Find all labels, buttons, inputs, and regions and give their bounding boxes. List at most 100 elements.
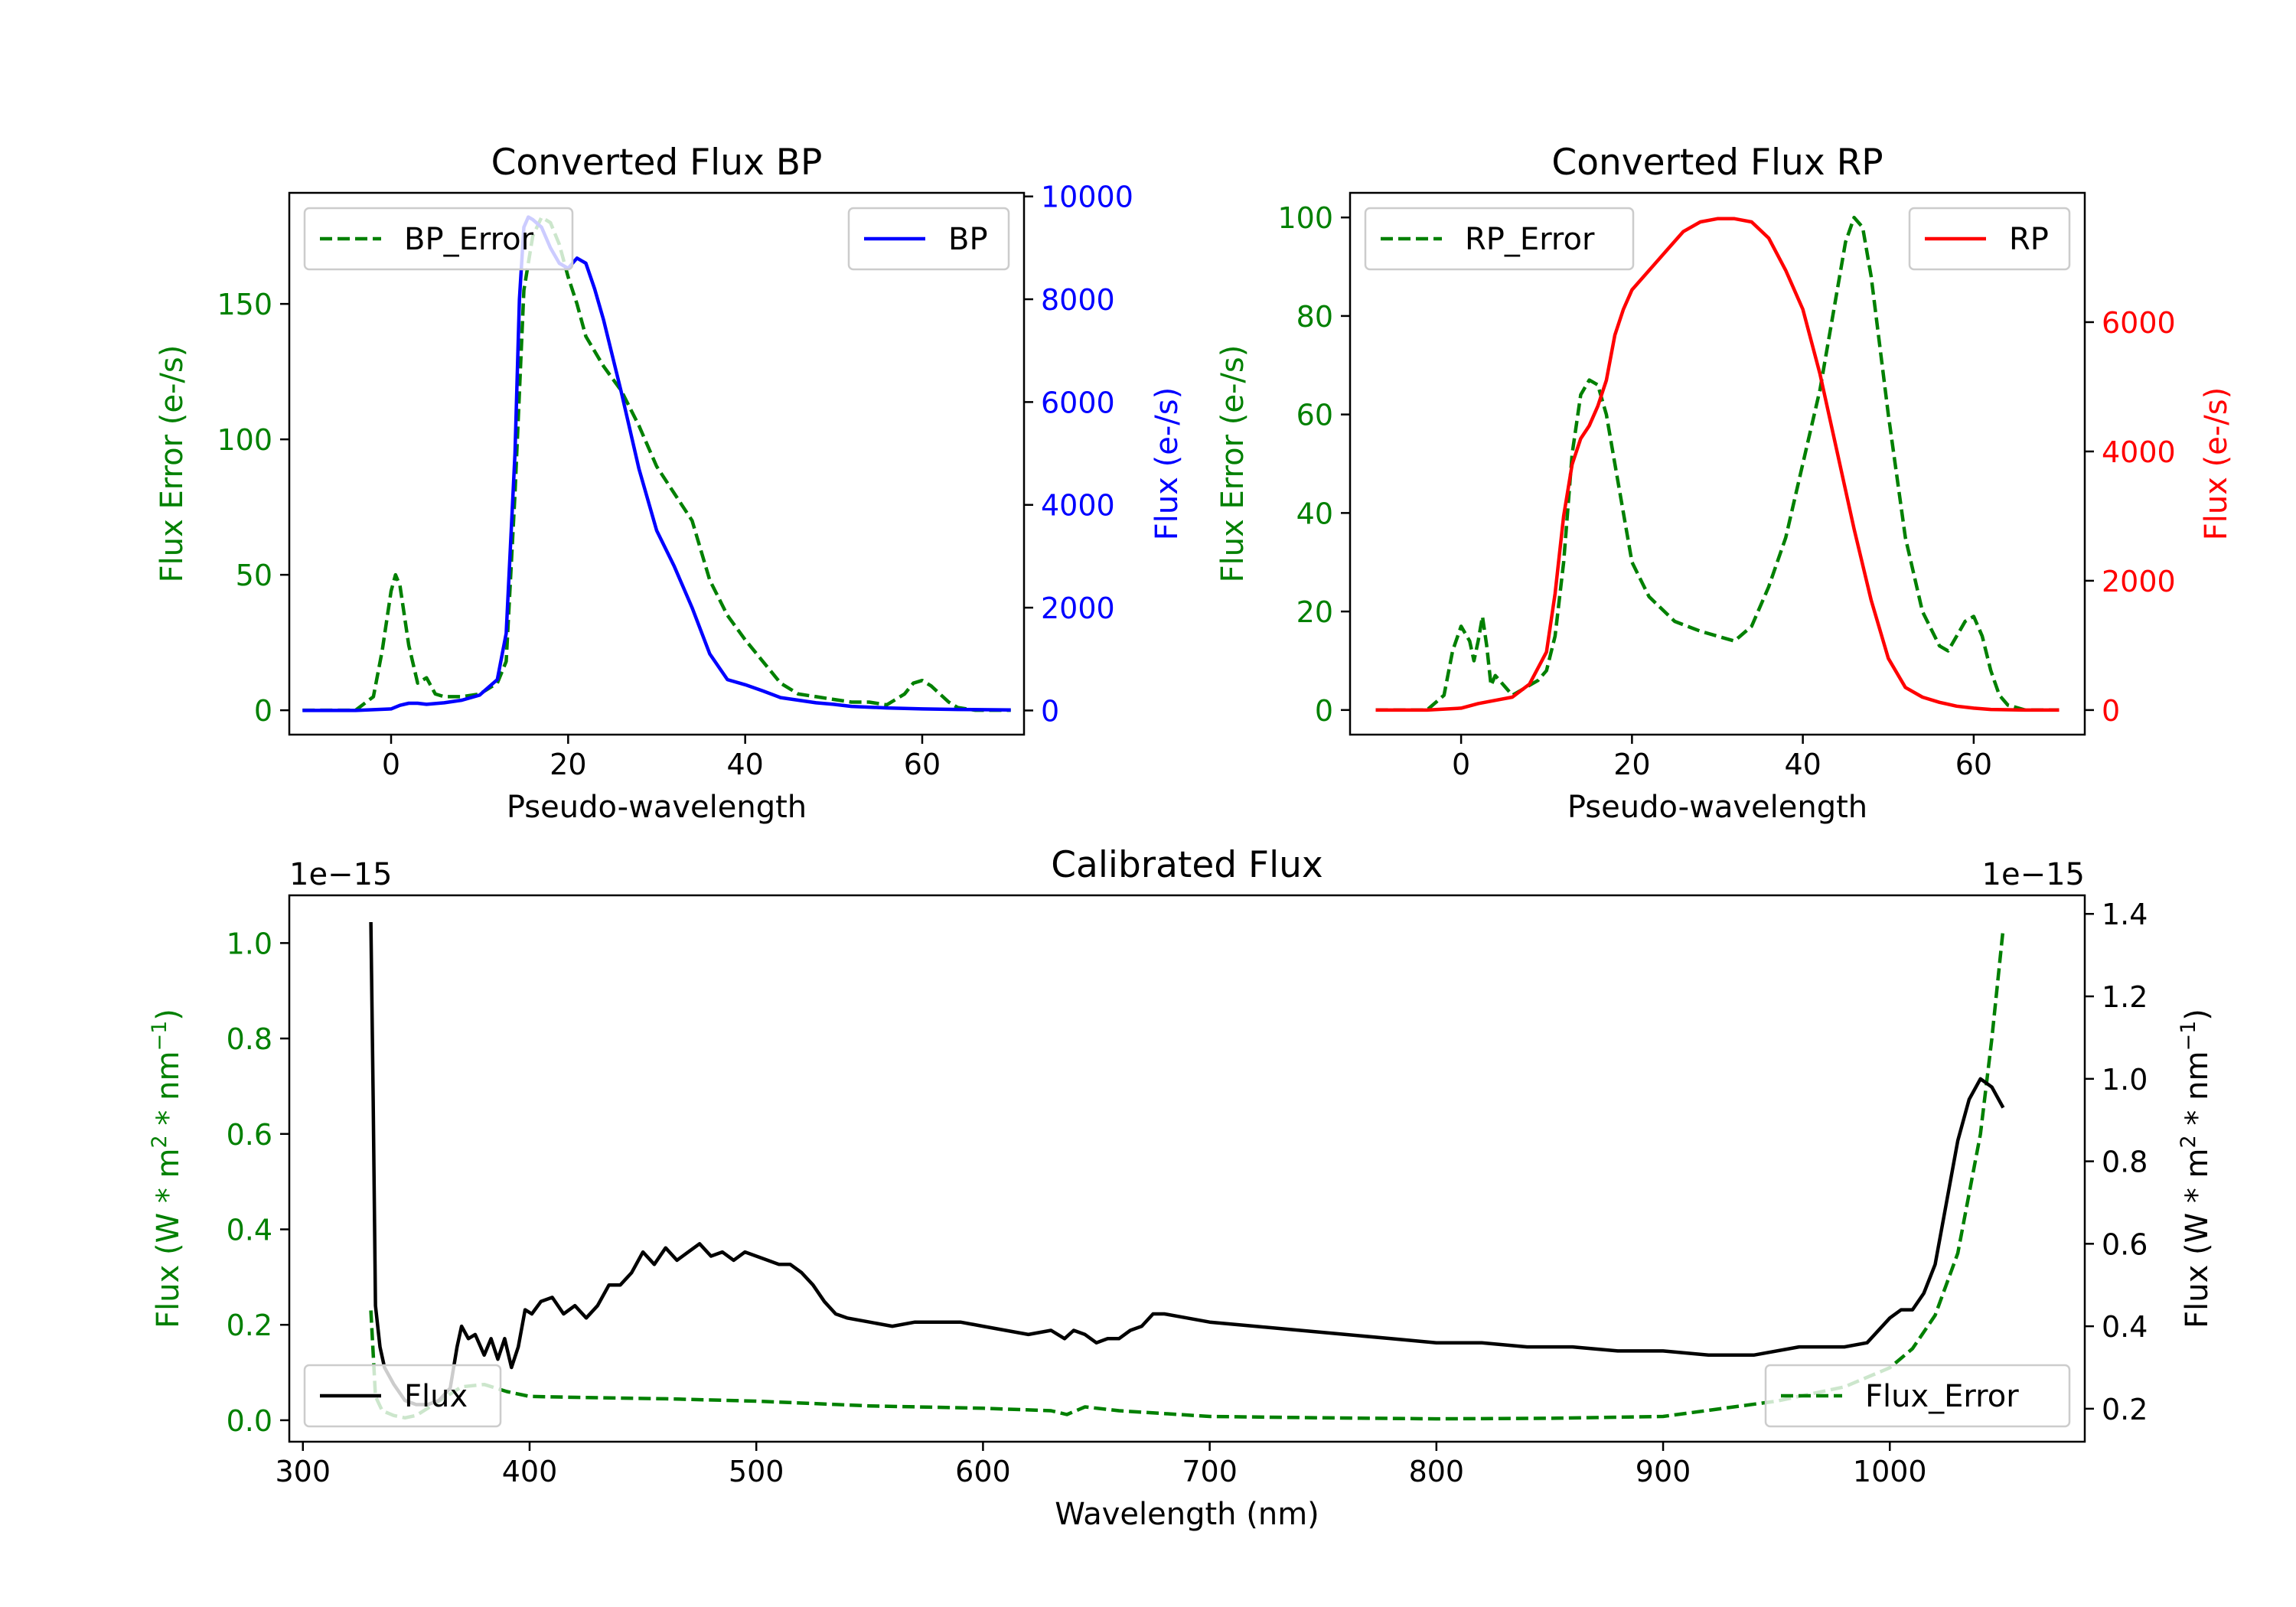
- right-y-tick-label: 2000: [1041, 592, 1115, 625]
- left-y-tick-label: 0.0: [227, 1404, 272, 1438]
- legend-rp-error: RP_Error: [1364, 207, 1635, 271]
- right-y-axis-label: Flux (e-/s): [2199, 387, 2234, 540]
- x-tick-label: 500: [729, 1455, 784, 1488]
- left-y-tick-label: 100: [217, 423, 272, 457]
- axis-label-part: Flux (W * m: [151, 1148, 186, 1328]
- left-y-tick-label: 50: [236, 559, 272, 592]
- left-axis-offset-text: 1e−15: [289, 857, 392, 892]
- chart-title: Converted Flux BP: [491, 142, 823, 184]
- right-y-tick-label: 0.4: [2102, 1310, 2148, 1344]
- legend-label: RP: [2009, 222, 2049, 257]
- right-y-tick-label: 6000: [1041, 386, 1115, 419]
- axis-label-part: ): [2180, 1009, 2215, 1021]
- axis-label-part: 2: [148, 1135, 171, 1148]
- left-y-tick-label: 0.6: [227, 1118, 272, 1152]
- x-tick-label: 400: [502, 1455, 558, 1488]
- legend-bp-error: BP_Error: [303, 207, 574, 271]
- x-tick-label: 800: [1409, 1455, 1465, 1488]
- left-y-tick-label: 0: [254, 694, 272, 728]
- right-y-tick-label: 1.0: [2102, 1063, 2148, 1097]
- axis-label-part: −1: [148, 1021, 171, 1051]
- left-y-tick-label: 60: [1296, 399, 1333, 432]
- x-axis-label: Wavelength (nm): [1055, 1497, 1319, 1532]
- left-y-tick-label: 40: [1296, 497, 1333, 530]
- x-tick-label: 0: [382, 748, 400, 781]
- right-y-tick-label: 0.2: [2102, 1393, 2148, 1426]
- axis-label-part: 2: [2177, 1135, 2200, 1148]
- plot-frame: [288, 894, 2086, 1443]
- legend-label: RP_Error: [1465, 222, 1595, 257]
- left-y-axis-label: Flux Error (e-/s): [1215, 345, 1251, 583]
- right-y-tick-label: 0.6: [2102, 1227, 2148, 1261]
- right-y-tick-label: 1.2: [2102, 980, 2148, 1014]
- right-y-tick-label: 10000: [1041, 181, 1133, 214]
- legend-flux-error: Flux_Error: [1764, 1364, 2071, 1428]
- axis-label-part: * nm: [2180, 1051, 2215, 1136]
- legend-box: [1764, 1364, 2071, 1428]
- x-tick-label: 20: [550, 748, 586, 781]
- left-y-tick-label: 0.2: [227, 1309, 272, 1342]
- left-y-tick-label: 100: [1277, 201, 1333, 235]
- left-y-tick-label: 0.4: [227, 1214, 272, 1247]
- x-tick-label: 20: [1613, 748, 1650, 781]
- chart-title: Converted Flux RP: [1551, 142, 1883, 184]
- x-tick-label: 60: [1955, 748, 1992, 781]
- series-bp-line: [302, 215, 1011, 712]
- plot-frame: [288, 191, 1026, 736]
- series-rp-error-line: [1375, 215, 2060, 712]
- right-y-tick-label: 0: [1041, 694, 1059, 728]
- axis-label-part: Flux (W * m: [2180, 1148, 2215, 1328]
- legend-label: BP: [948, 222, 988, 257]
- right-y-tick-label: 8000: [1041, 283, 1115, 317]
- right-y-tick-label: 2000: [2102, 565, 2176, 598]
- x-tick-label: 40: [726, 748, 763, 781]
- axis-label-part: ): [151, 1009, 186, 1021]
- x-tick-label: 0: [1452, 748, 1470, 781]
- legend-label: Flux: [404, 1379, 468, 1414]
- x-tick-label: 1000: [1853, 1455, 1927, 1488]
- axis-label-part: * nm: [151, 1051, 186, 1136]
- legend-box: [303, 1364, 502, 1428]
- legend-box: [847, 207, 1010, 271]
- legend-label: BP_Error: [404, 222, 534, 257]
- left-y-tick-label: 20: [1296, 595, 1333, 629]
- legend-bp: BP: [847, 207, 1010, 271]
- legend-flux: Flux: [303, 1364, 502, 1428]
- x-tick-label: 600: [955, 1455, 1011, 1488]
- x-axis-label: Pseudo-wavelength: [1567, 790, 1867, 825]
- panel-calibrated-flux: 300 400 500 600 700 800 900 1000 Wavelength (nm)…: [148, 844, 2215, 1532]
- series-rp-line: [1375, 217, 2060, 712]
- right-y-tick-label: 1.4: [2102, 898, 2148, 931]
- left-y-tick-label: 150: [217, 288, 272, 321]
- axis-label-part: −1: [2177, 1021, 2200, 1051]
- right-y-tick-label: 6000: [2102, 306, 2176, 340]
- panel-converted-flux-rp: 0 20 40 60 Pseudo-wavelength Converted Flux R…: [1215, 142, 2234, 825]
- left-y-axis-label: Flux (W * m2 * nm−1): [148, 1009, 186, 1328]
- panel-converted-flux-bp: 0 20 40 60 Pseudo-wavelength Converted Flux B…: [155, 142, 1185, 825]
- right-y-axis-label: Flux (W * m2 * nm−1): [2177, 1009, 2215, 1328]
- left-y-tick-label: 0.8: [227, 1022, 272, 1056]
- right-y-tick-label: 0: [2102, 694, 2120, 728]
- legend-rp: RP: [1908, 207, 2071, 271]
- x-tick-label: 40: [1784, 748, 1821, 781]
- x-tick-label: 900: [1636, 1455, 1691, 1488]
- legend-label: Flux_Error: [1865, 1379, 2019, 1414]
- plot-frame: [1349, 191, 2086, 736]
- left-y-tick-label: 1.0: [227, 927, 272, 960]
- left-y-tick-label: 80: [1296, 300, 1333, 334]
- legend-box: [1364, 207, 1635, 271]
- x-tick-label: 700: [1182, 1455, 1238, 1488]
- left-y-tick-label: 0: [1315, 694, 1333, 728]
- right-y-tick-label: 4000: [1041, 489, 1115, 523]
- legend-box: [303, 207, 574, 271]
- chart-title: Calibrated Flux: [1051, 844, 1323, 886]
- series-flux-line: [369, 921, 2005, 1407]
- x-tick-label: 60: [904, 748, 941, 781]
- x-tick-label: 300: [276, 1455, 331, 1488]
- right-axis-offset-text: 1e−15: [1982, 857, 2085, 892]
- right-y-tick-label: 0.8: [2102, 1146, 2148, 1179]
- right-y-tick-label: 4000: [2102, 435, 2176, 469]
- left-y-axis-label: Flux Error (e-/s): [155, 345, 190, 583]
- legend-box: [1908, 207, 2071, 271]
